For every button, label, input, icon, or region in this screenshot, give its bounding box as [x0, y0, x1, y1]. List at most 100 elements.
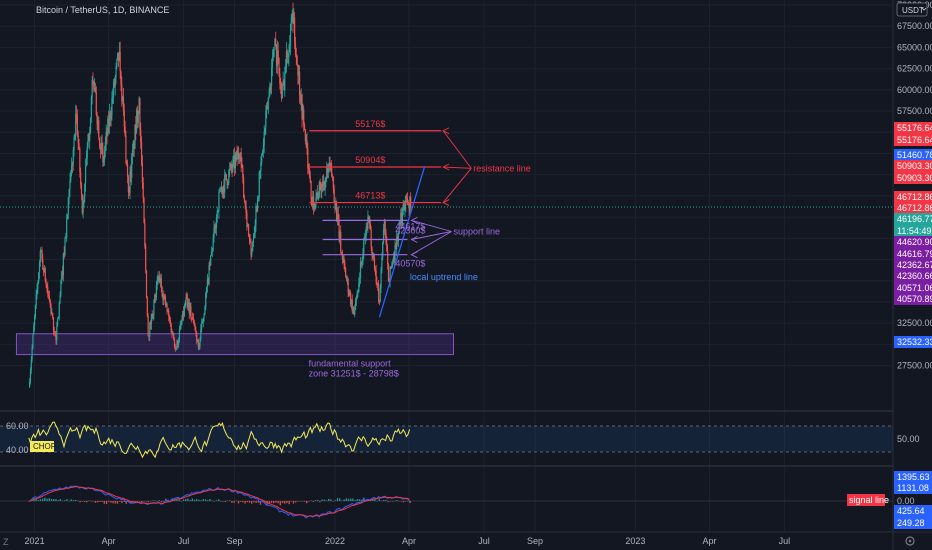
tradingview-logo[interactable]: Z: [3, 537, 9, 547]
candle-body: [410, 196, 412, 207]
candle-body: [251, 251, 253, 256]
uptrend-line[interactable]: [378, 166, 426, 318]
candle-body: [395, 245, 397, 250]
time-axis[interactable]: 2021 Apr Jul Sep 2022 Apr Jul Sep 2023 Apr Jul: [25, 536, 791, 546]
candle-body: [370, 229, 372, 248]
histogram-bar: [380, 500, 383, 502]
histogram-bar: [112, 501, 114, 504]
price-tag: [894, 122, 932, 134]
candle-body: [363, 238, 365, 254]
candle-body: [388, 280, 390, 283]
candle-body: [81, 194, 83, 213]
candle-body: [115, 66, 117, 78]
histogram-bar: [143, 500, 145, 502]
candle-body: [252, 237, 255, 243]
candle-body: [382, 242, 384, 258]
candle-body: [216, 211, 218, 218]
candle-body: [152, 314, 154, 317]
chop-name-label: CHOP: [33, 442, 56, 451]
candle-body: [190, 306, 192, 318]
osc-signal-line: [28, 486, 410, 517]
candle-body: [387, 250, 389, 265]
histogram-bar: [211, 500, 213, 501]
price-tag: [894, 270, 932, 282]
histogram-bar: [277, 501, 279, 504]
candle-body: [131, 156, 133, 178]
histogram-bar: [314, 500, 317, 501]
price-tag: [894, 213, 932, 225]
candle-body: [137, 113, 139, 123]
price-axis[interactable]: 27500.0030000.0032500.0035000.0037500.00…: [897, 0, 932, 371]
candle-body: [163, 295, 165, 301]
currency-selector[interactable]: [896, 2, 928, 17]
histogram-bar: [163, 501, 165, 502]
candle-body: [246, 213, 248, 227]
candle-body: [266, 106, 268, 112]
histogram-bar: [352, 498, 354, 501]
candle-body: [73, 137, 75, 151]
histogram-bar: [310, 500, 312, 501]
candle-body: [108, 118, 110, 127]
histogram-bar: [79, 501, 81, 503]
candle-body: [245, 206, 247, 214]
candle-body: [231, 168, 233, 170]
candle-body: [75, 113, 77, 135]
histogram-bar: [345, 498, 348, 501]
candle-body: [390, 266, 392, 269]
histogram-bar: [235, 500, 238, 502]
fundamental-support-zone[interactable]: [15, 333, 454, 356]
resistance-annotation: resistance line: [473, 163, 531, 173]
candle-body: [293, 17, 295, 24]
candle-body: [104, 142, 106, 152]
candle-body: [158, 276, 160, 278]
candle-body: [280, 84, 282, 89]
candle-body: [326, 168, 328, 178]
price-tag-label: 46712.86: [897, 203, 932, 213]
histogram-bar: [299, 500, 301, 502]
resistance-level-label: 46713$: [355, 191, 385, 201]
arrow-head: [410, 251, 418, 259]
histogram-bar: [171, 498, 174, 501]
histogram-bar: [185, 499, 187, 501]
candle-body: [145, 245, 147, 271]
candlestick-series: [29, 2, 412, 389]
candle-body: [148, 335, 150, 337]
candle-body: [229, 168, 231, 172]
histogram-bar: [284, 501, 286, 504]
histogram-bar: [72, 500, 75, 501]
candle-body: [384, 221, 386, 233]
candle-body: [297, 64, 299, 76]
candle-body: [338, 219, 340, 239]
price-levels: [309, 130, 442, 256]
histogram-bar: [334, 500, 337, 501]
candle-body: [129, 171, 131, 193]
candle-body: [33, 316, 36, 327]
histogram-bar: [108, 501, 110, 502]
osc-price-tag-label: 1131.08: [897, 483, 929, 493]
gear-icon[interactable]: [905, 536, 915, 546]
candle-body: [46, 284, 48, 287]
candle-body: [52, 312, 54, 318]
price-tag-label: 32532.33: [897, 337, 932, 347]
candle-body: [200, 328, 202, 340]
candle-body: [210, 251, 213, 256]
candle-body: [39, 251, 41, 262]
candle-body: [261, 154, 263, 163]
candle-body: [95, 92, 97, 115]
candle-body: [64, 238, 66, 256]
time-tick-label: 2021: [25, 536, 45, 546]
histogram-bar: [306, 501, 308, 504]
candle-body: [114, 77, 116, 87]
histogram-bar: [259, 501, 262, 505]
candle-body: [393, 257, 395, 261]
candle-body: [359, 277, 361, 284]
candle-body: [33, 326, 35, 335]
price-tick-label: 65000.00: [897, 42, 932, 52]
time-tick-label: Jul: [178, 536, 190, 546]
candle-body: [82, 202, 84, 213]
osc-price-tag: [894, 471, 932, 483]
candle-body: [282, 81, 284, 84]
candle-body: [126, 162, 128, 165]
support-arrow: [411, 219, 452, 232]
